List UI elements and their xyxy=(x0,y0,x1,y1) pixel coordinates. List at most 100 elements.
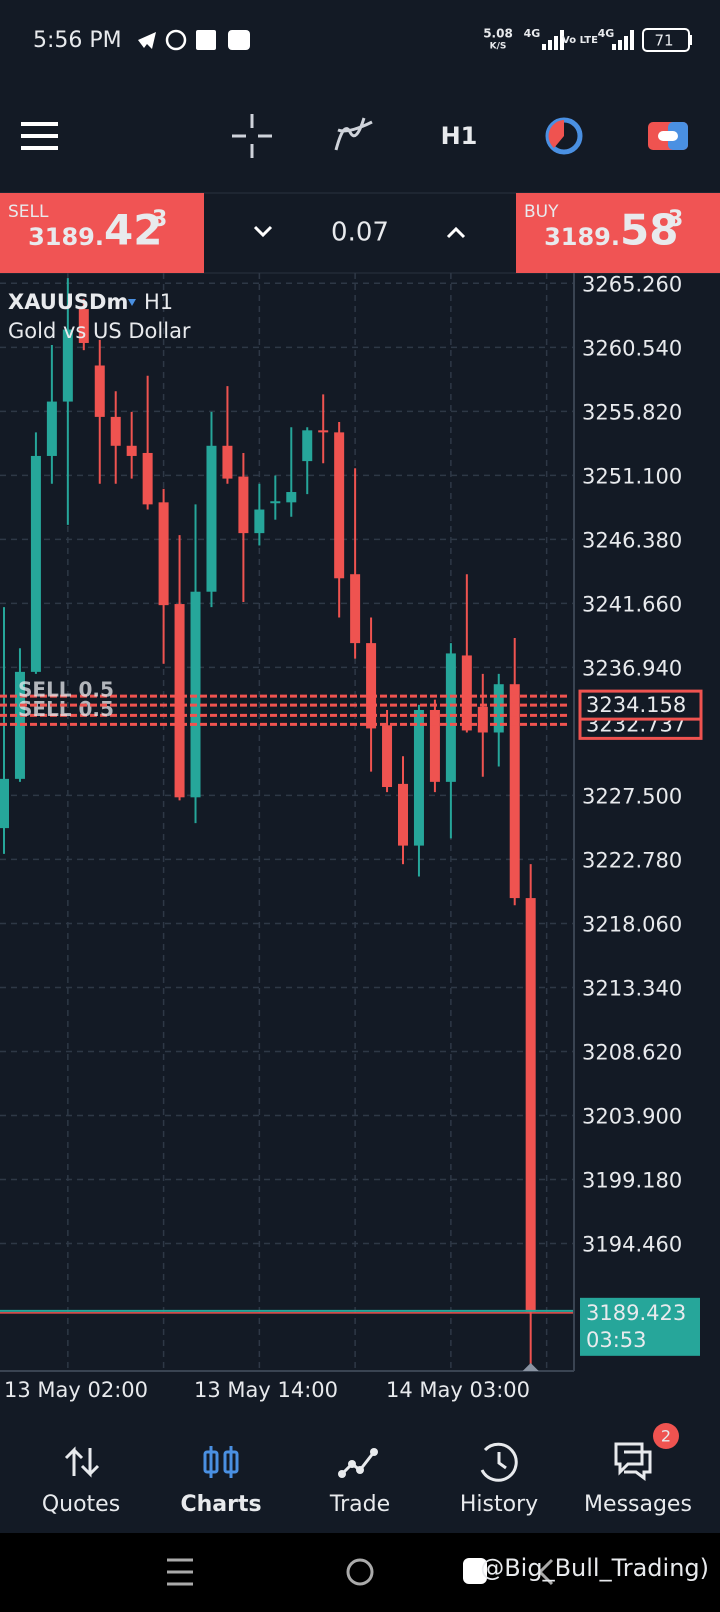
symbol-description: Gold vs US Dollar xyxy=(8,319,191,343)
nav-charts[interactable]: Charts xyxy=(180,1446,262,1517)
sell-price-sup: 3 xyxy=(152,207,167,232)
buy-price-sup: 3 xyxy=(668,207,683,232)
recents-button[interactable] xyxy=(167,1558,193,1586)
nav-label: Trade xyxy=(329,1492,390,1517)
candle-body xyxy=(222,445,233,479)
back-button[interactable] xyxy=(537,1558,554,1586)
battery-tip xyxy=(689,35,692,45)
volume[interactable]: 0.07 xyxy=(331,218,389,248)
volume-up[interactable] xyxy=(446,226,466,239)
candle-body xyxy=(413,709,424,846)
candle-body xyxy=(270,501,281,504)
facebook-icon xyxy=(463,1558,487,1584)
battery-level: 71 xyxy=(654,32,673,50)
system-nav xyxy=(0,1533,720,1612)
candle-body xyxy=(350,574,361,644)
quotes-icon xyxy=(64,1446,100,1478)
volte: Vo LTE xyxy=(562,35,598,46)
candle-body xyxy=(0,778,9,829)
nav-label: Charts xyxy=(180,1492,261,1517)
app-icon xyxy=(228,30,250,50)
order-label: SELL 0.5 xyxy=(18,697,114,721)
menu-icon xyxy=(21,122,58,150)
sell-price-big: 42 xyxy=(104,206,162,255)
status-time: 5:56 PM xyxy=(33,28,122,53)
countdown: 03:53 xyxy=(586,1328,647,1352)
order-price-box xyxy=(578,689,703,721)
buy-price: 3189. xyxy=(544,223,620,251)
y-tick-label: 3255.820 xyxy=(582,400,682,424)
nav-label: Quotes xyxy=(42,1492,120,1517)
signal-icon xyxy=(542,30,564,50)
candle-body xyxy=(525,898,536,1312)
order-price: 3234.158 xyxy=(586,693,686,717)
y-tick-label: 3203.900 xyxy=(582,1104,682,1128)
candle-body xyxy=(254,509,265,534)
network-type: 4G xyxy=(598,27,615,40)
y-tick-label: 3222.780 xyxy=(582,848,682,872)
menu-button[interactable] xyxy=(21,122,58,150)
charts-icon xyxy=(223,1450,239,1474)
y-tick-label: 3251.100 xyxy=(582,464,682,488)
telegram-icon xyxy=(138,32,156,49)
current-price-box xyxy=(580,1297,700,1356)
buy-box xyxy=(516,193,720,273)
y-tick-label: 3265.260 xyxy=(582,272,682,296)
nav-history[interactable]: History xyxy=(460,1442,538,1517)
trade-icon xyxy=(356,1466,364,1474)
sell-box xyxy=(0,193,204,273)
symbol[interactable]: XAUUSDm xyxy=(8,290,128,314)
candle-body xyxy=(190,591,201,798)
trade-toggle-button[interactable] xyxy=(648,122,688,150)
candle-body xyxy=(94,365,105,417)
y-tick-label: 3227.500 xyxy=(582,784,682,808)
y-tick-label: 3236.940 xyxy=(582,656,682,680)
sell-label: SELL xyxy=(8,202,49,222)
badge xyxy=(653,1423,679,1449)
candle-body xyxy=(14,671,25,779)
home-button[interactable] xyxy=(346,1558,374,1586)
badge-count: 2 xyxy=(661,1427,671,1446)
candle-body xyxy=(318,430,329,433)
candle-body xyxy=(509,684,520,899)
watermark: @Big_Bull_Trading) xyxy=(480,1554,709,1582)
candle-body xyxy=(445,653,456,782)
trade-icon xyxy=(370,1448,378,1456)
buy-button[interactable]: BUY 3189. 58 3 xyxy=(516,193,720,273)
volume-down[interactable] xyxy=(253,225,273,238)
y-tick-label: 3199.180 xyxy=(582,1169,682,1193)
candle-body xyxy=(62,329,73,402)
chart-timeframe: H1 xyxy=(144,290,173,314)
indicators-button[interactable] xyxy=(334,117,373,151)
network-type: 4G xyxy=(524,27,541,40)
candle-body xyxy=(206,445,217,592)
current-price: 3189.423 xyxy=(586,1301,686,1325)
sell-price: 3189. xyxy=(28,223,104,251)
buy-price-big: 58 xyxy=(620,206,678,255)
trade-icon xyxy=(348,1460,356,1468)
x-tick-label: 13 May 14:00 xyxy=(194,1378,338,1402)
nav-trade[interactable]: Trade xyxy=(329,1448,390,1517)
net-speed: 5.08 xyxy=(483,27,513,41)
toggle-icon xyxy=(658,131,678,141)
signal-icon xyxy=(612,30,634,50)
crosshair-button[interactable] xyxy=(232,114,272,158)
nav-messages[interactable]: 2 Messages xyxy=(584,1423,692,1517)
candle-body xyxy=(429,709,440,782)
x-tick-label: 14 May 03:00 xyxy=(386,1378,530,1402)
candle-body xyxy=(30,455,41,672)
candle-body xyxy=(477,706,488,733)
candle-body xyxy=(382,725,393,788)
candle-body xyxy=(493,684,504,733)
sell-button[interactable]: SELL 3189. 42 3 xyxy=(0,193,204,273)
timeframe-button[interactable]: H1 xyxy=(441,122,478,150)
bottom-nav xyxy=(0,1420,720,1533)
clock-button[interactable] xyxy=(545,117,583,155)
y-tick-label: 3218.060 xyxy=(582,912,682,936)
nav-quotes[interactable]: Quotes xyxy=(42,1446,120,1517)
clock-icon xyxy=(548,120,564,148)
app-icon xyxy=(196,30,216,50)
candle-body xyxy=(174,604,185,798)
